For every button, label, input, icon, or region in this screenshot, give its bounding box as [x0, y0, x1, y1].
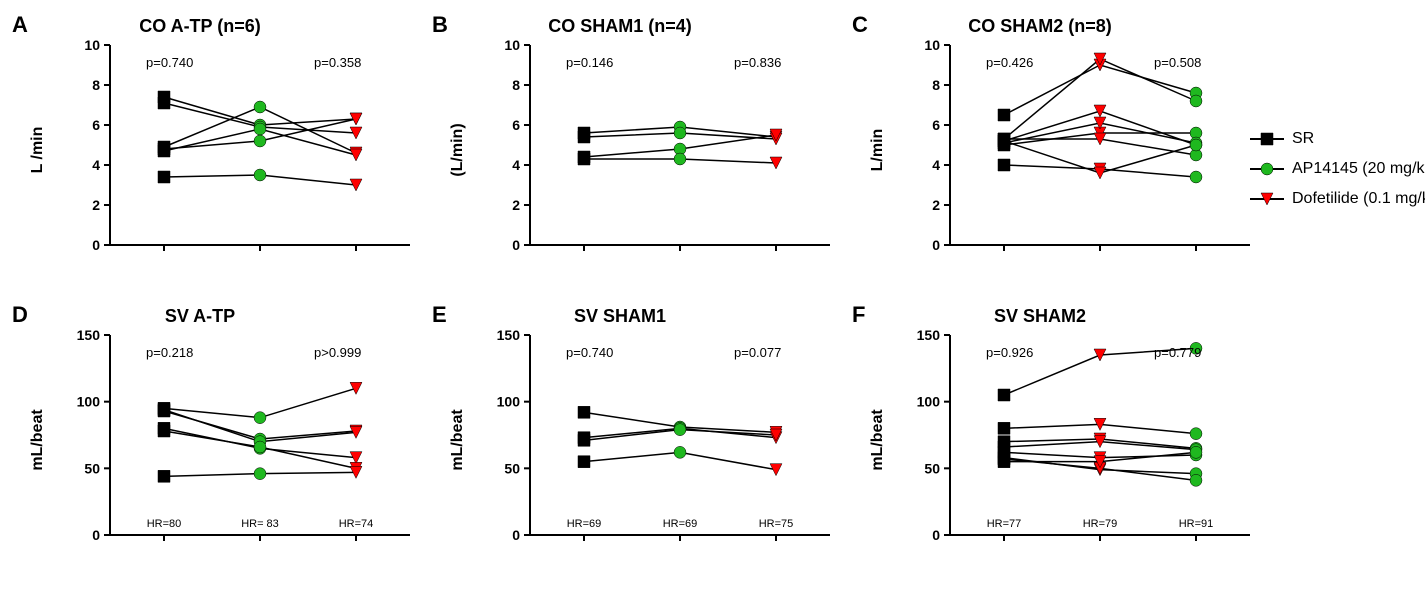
svg-text:10: 10	[504, 39, 520, 53]
legend: SR AP14145 (20 mg/kg) Dofetilide (0.1 mg/k…	[1250, 130, 1425, 220]
figure-multipanel: ACO A-TP (n=6) L /min 0 2 4 6 8 10 p=0.740 p=0.35…	[10, 10, 1415, 580]
panel-title: CO A-TP (n=6)	[10, 16, 390, 37]
plot-area: 0 2 4 6 8 10 p=0.740 p=0.358	[70, 39, 390, 290]
legend-label: AP14145 (20 mg/kg)	[1292, 160, 1425, 178]
y-axis-label: mL/beat	[29, 409, 47, 470]
svg-text:p=0.779: p=0.779	[1154, 345, 1201, 360]
svg-text:HR=79: HR=79	[1083, 518, 1118, 530]
panel-letter: C	[852, 12, 868, 38]
panel-grid: ACO A-TP (n=6) L /min 0 2 4 6 8 10 p=0.740 p=0.35…	[10, 10, 1230, 580]
svg-text:HR= 83: HR= 83	[241, 518, 279, 530]
panel-A: ACO A-TP (n=6) L /min 0 2 4 6 8 10 p=0.740 p=0.35…	[10, 10, 390, 290]
svg-text:2: 2	[932, 197, 940, 213]
y-axis-label: mL/beat	[869, 409, 887, 470]
legend-label: SR	[1292, 130, 1314, 148]
legend-symbol	[1250, 162, 1284, 176]
svg-text:HR=69: HR=69	[567, 518, 602, 530]
plot-area: 0 50 100 150 p=0.926 p=0.779 HR=77 HR=79 HR=91	[910, 329, 1230, 580]
y-axis-label: L /min	[29, 127, 47, 174]
panel-title: SV A-TP	[10, 306, 390, 327]
legend-symbol	[1250, 192, 1284, 206]
svg-text:0: 0	[92, 237, 100, 253]
plot-svg: 0 2 4 6 8 10 p=0.146 p=0.836	[490, 39, 840, 285]
svg-text:p=0.218: p=0.218	[146, 345, 193, 360]
svg-text:10: 10	[924, 39, 940, 53]
svg-text:50: 50	[504, 460, 520, 476]
panel-D: DSV A-TP mL/beat 0 50 100 150 p=0.218 p>0.999 HR…	[10, 300, 390, 580]
svg-text:p=0.426: p=0.426	[986, 55, 1033, 70]
plot-svg: 0 50 100 150 p=0.218 p>0.999 HR=80 HR= 83 HR=74	[70, 329, 420, 575]
svg-text:2: 2	[512, 197, 520, 213]
svg-text:p=0.836: p=0.836	[734, 55, 781, 70]
panel-title: CO SHAM1 (n=4)	[430, 16, 810, 37]
svg-text:100: 100	[917, 394, 941, 410]
svg-text:150: 150	[77, 329, 101, 343]
panel-title: CO SHAM2 (n=8)	[850, 16, 1230, 37]
svg-text:p=0.926: p=0.926	[986, 345, 1033, 360]
panel-F: FSV SHAM2 mL/beat 0 50 100 150 p=0.926 p=0.779 H…	[850, 300, 1230, 580]
svg-text:4: 4	[92, 157, 100, 173]
panel-title: SV SHAM2	[850, 306, 1230, 327]
svg-text:150: 150	[917, 329, 941, 343]
svg-text:HR=91: HR=91	[1179, 518, 1214, 530]
svg-text:HR=77: HR=77	[987, 518, 1022, 530]
y-axis-label: (L/min)	[449, 123, 467, 176]
panel-letter: A	[12, 12, 28, 38]
svg-text:0: 0	[512, 237, 520, 253]
svg-text:6: 6	[92, 117, 100, 133]
svg-text:4: 4	[512, 157, 520, 173]
svg-text:150: 150	[497, 329, 521, 343]
svg-text:4: 4	[932, 157, 940, 173]
panel-letter: F	[852, 302, 865, 328]
plot-svg: 0 2 4 6 8 10 p=0.426 p=0.508	[910, 39, 1260, 285]
svg-text:0: 0	[512, 527, 520, 543]
svg-text:0: 0	[932, 527, 940, 543]
y-axis-label: mL/beat	[449, 409, 467, 470]
svg-text:100: 100	[497, 394, 521, 410]
legend-item-ap: AP14145 (20 mg/kg)	[1250, 160, 1425, 178]
legend-label: Dofetilide (0.1 mg/kg)	[1292, 190, 1425, 208]
svg-text:p=0.358: p=0.358	[314, 55, 361, 70]
svg-text:10: 10	[84, 39, 100, 53]
svg-text:p=0.740: p=0.740	[566, 345, 613, 360]
svg-text:0: 0	[92, 527, 100, 543]
plot-svg: 0 50 100 150 p=0.926 p=0.779 HR=77 HR=79 HR=91	[910, 329, 1260, 575]
svg-text:50: 50	[924, 460, 940, 476]
svg-text:HR=74: HR=74	[339, 518, 374, 530]
svg-text:6: 6	[932, 117, 940, 133]
svg-text:p=0.146: p=0.146	[566, 55, 613, 70]
svg-text:8: 8	[512, 77, 520, 93]
svg-text:p=0.740: p=0.740	[146, 55, 193, 70]
panel-letter: E	[432, 302, 447, 328]
panel-title: SV SHAM1	[430, 306, 810, 327]
svg-text:p=0.508: p=0.508	[1154, 55, 1201, 70]
svg-text:8: 8	[932, 77, 940, 93]
plot-svg: 0 50 100 150 p=0.740 p=0.077 HR=69 HR=69 HR=75	[490, 329, 840, 575]
panel-E: ESV SHAM1 mL/beat 0 50 100 150 p=0.740 p=0.077 H…	[430, 300, 810, 580]
svg-text:8: 8	[92, 77, 100, 93]
legend-item-sr: SR	[1250, 130, 1425, 148]
svg-text:HR=80: HR=80	[147, 518, 182, 530]
legend-symbol	[1250, 132, 1284, 146]
svg-text:HR=69: HR=69	[663, 518, 698, 530]
svg-text:HR=75: HR=75	[759, 518, 794, 530]
legend-item-dof: Dofetilide (0.1 mg/kg)	[1250, 190, 1425, 208]
panel-C: CCO SHAM2 (n=8) L/min 0 2 4 6 8 10 p=0.426 p=0.50…	[850, 10, 1230, 290]
plot-area: 0 50 100 150 p=0.740 p=0.077 HR=69 HR=69 HR=75	[490, 329, 810, 580]
plot-svg: 0 2 4 6 8 10 p=0.740 p=0.358	[70, 39, 420, 285]
svg-text:6: 6	[512, 117, 520, 133]
panel-letter: D	[12, 302, 28, 328]
plot-area: 0 2 4 6 8 10 p=0.146 p=0.836	[490, 39, 810, 290]
plot-area: 0 2 4 6 8 10 p=0.426 p=0.508	[910, 39, 1230, 290]
svg-text:p=0.077: p=0.077	[734, 345, 781, 360]
plot-area: 0 50 100 150 p=0.218 p>0.999 HR=80 HR= 83 HR=74	[70, 329, 390, 580]
svg-text:50: 50	[84, 460, 100, 476]
svg-text:0: 0	[932, 237, 940, 253]
panel-B: BCO SHAM1 (n=4) (L/min) 0 2 4 6 8 10 p=0.146 p=0.…	[430, 10, 810, 290]
svg-text:100: 100	[77, 394, 101, 410]
svg-text:2: 2	[92, 197, 100, 213]
y-axis-label: L/min	[869, 129, 887, 172]
panel-letter: B	[432, 12, 448, 38]
svg-text:p>0.999: p>0.999	[314, 345, 361, 360]
